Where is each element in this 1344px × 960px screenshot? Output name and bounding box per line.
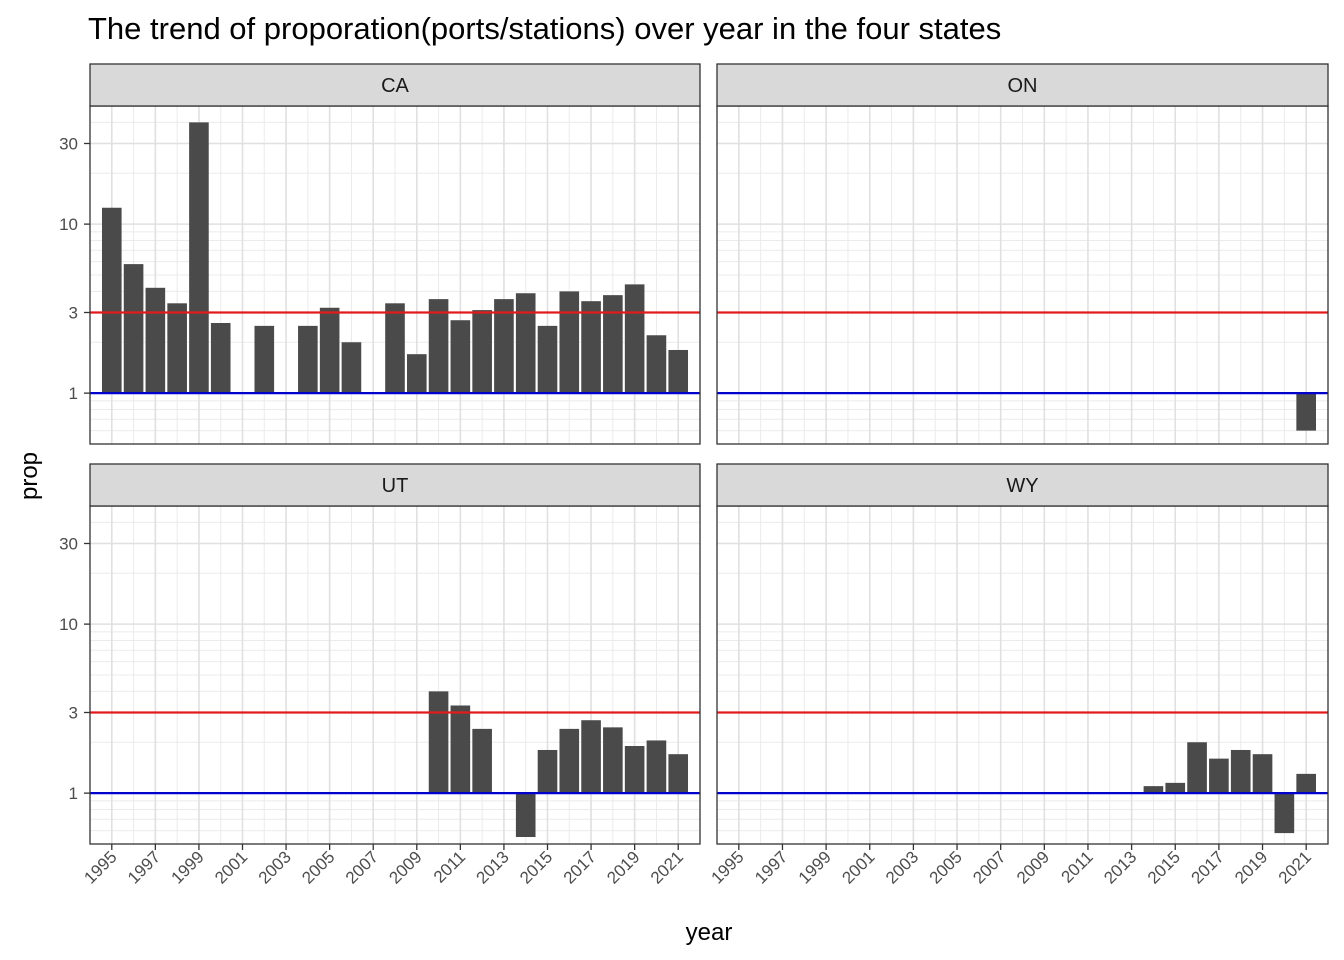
chart-title: The trend of proporation(ports/stations)… [88, 11, 1001, 46]
bar-ut-2020 [646, 740, 667, 794]
facet-strip [89, 463, 701, 507]
x-tick-label: 2013 [1100, 847, 1140, 887]
bar-ut-2011 [450, 705, 471, 794]
y-tick-label: 30 [59, 134, 78, 153]
bar-wy-2015 [1165, 782, 1186, 794]
x-tick-label: 2005 [298, 847, 338, 887]
y-tick-label: 10 [59, 215, 78, 234]
bar-ca-2013 [494, 299, 514, 394]
y-tick-label: 1 [69, 784, 78, 803]
facet-strip [716, 63, 1329, 107]
y-tick-label: 3 [69, 703, 78, 722]
bar-ca-2017 [581, 301, 601, 394]
bar-wy-2016 [1187, 742, 1207, 794]
panel-ut: UT 1 3 10 30 1995 1997 1999 2001 2003 2005 2007 2009… [59, 463, 701, 888]
bar-ca-1996 [123, 264, 144, 394]
x-axis-title: year [686, 919, 733, 946]
x-tick-label: 2005 [926, 847, 966, 887]
bar-ca-2009 [406, 354, 427, 394]
bar-ca-2010 [428, 299, 449, 394]
y-tick-label: 3 [69, 303, 78, 322]
x-tick-label: 2007 [969, 847, 1009, 887]
bar-ut-2016 [559, 728, 580, 794]
x-tick-label: 2009 [1013, 847, 1053, 887]
bar-ut-2014 [515, 793, 536, 838]
bar-ut-2018 [603, 727, 623, 794]
bar-ca-2015 [537, 325, 558, 394]
bar-wy-2019 [1252, 754, 1273, 794]
y-tick-label: 10 [59, 615, 78, 634]
bar-ca-2019 [624, 284, 645, 394]
bar-ut-2017 [581, 720, 601, 794]
bar-ca-1997 [145, 287, 166, 394]
x-tick-label: 2017 [560, 847, 600, 887]
bar-wy-2020 [1274, 793, 1295, 834]
x-tick-label: 1995 [80, 847, 120, 887]
facet-strip [89, 63, 701, 107]
x-tick-label: 2013 [473, 847, 513, 887]
bar-ca-2021 [668, 349, 689, 394]
bar-on-2021 [1296, 393, 1316, 431]
x-tick-label: 2011 [430, 847, 469, 886]
bar-ca-2012 [472, 310, 492, 394]
bar-ut-2015 [537, 749, 558, 794]
bar-ut-2019 [624, 746, 645, 794]
bar-ca-2006 [341, 342, 362, 394]
bar-ca-2004 [298, 325, 318, 394]
x-tick-label: 1995 [707, 847, 747, 887]
bar-ca-1999 [189, 122, 209, 394]
bar-ca-2014 [515, 293, 536, 394]
bar-ca-2002 [254, 325, 275, 394]
x-tick-label: 2015 [1144, 847, 1184, 887]
bar-ut-2012 [472, 728, 492, 794]
x-tick-label: 2017 [1188, 847, 1228, 887]
x-tick-label: 2003 [882, 847, 922, 887]
x-tick-label: 2015 [516, 847, 556, 887]
bar-ca-2018 [603, 295, 623, 394]
x-tick-label: 1997 [124, 847, 164, 887]
bar-ca-2020 [646, 335, 667, 394]
bar-ca-2000 [210, 322, 231, 394]
bar-ca-1998 [167, 303, 187, 394]
bar-ca-2011 [450, 320, 471, 394]
x-tick-label: 2021 [647, 847, 687, 887]
x-tick-label: 1999 [168, 847, 208, 887]
bar-wy-2017 [1209, 758, 1229, 794]
x-tick-label: 2011 [1058, 847, 1097, 886]
x-tick-label: 2001 [838, 847, 878, 887]
bar-wy-2018 [1230, 749, 1251, 794]
x-tick-label: 2009 [385, 847, 425, 887]
bar-ut-2021 [668, 754, 689, 794]
facet-label-ut: UT [382, 475, 409, 497]
facet-strip [716, 463, 1329, 507]
x-tick-label: 2001 [211, 847, 251, 887]
bar-ca-1995 [101, 207, 122, 394]
panel-ca: CA 1 3 10 30 [59, 63, 701, 445]
x-tick-label: 2021 [1275, 847, 1315, 887]
x-tick-label: 2019 [603, 847, 643, 887]
x-tick-label: 1999 [795, 847, 835, 887]
facet-label-on: ON [1008, 75, 1038, 97]
facet-label-wy: WY [1006, 475, 1038, 497]
bar-ca-2005 [319, 307, 340, 394]
y-tick-label: 30 [59, 534, 78, 553]
bar-wy-2021 [1296, 773, 1316, 794]
panel-on: ON [716, 63, 1329, 445]
y-tick-label: 1 [69, 384, 78, 403]
bar-ca-2008 [385, 303, 405, 394]
x-tick-label: 2003 [255, 847, 295, 887]
bar-wy-2014 [1143, 786, 1164, 794]
x-tick-label: 2019 [1231, 847, 1271, 887]
bar-ut-2010 [428, 691, 449, 794]
y-axis-title: prop [16, 452, 43, 500]
facet-label-ca: CA [381, 75, 409, 97]
x-tick-label: 2007 [342, 847, 382, 887]
x-tick-label: 1997 [751, 847, 791, 887]
bar-ca-2016 [559, 291, 580, 394]
